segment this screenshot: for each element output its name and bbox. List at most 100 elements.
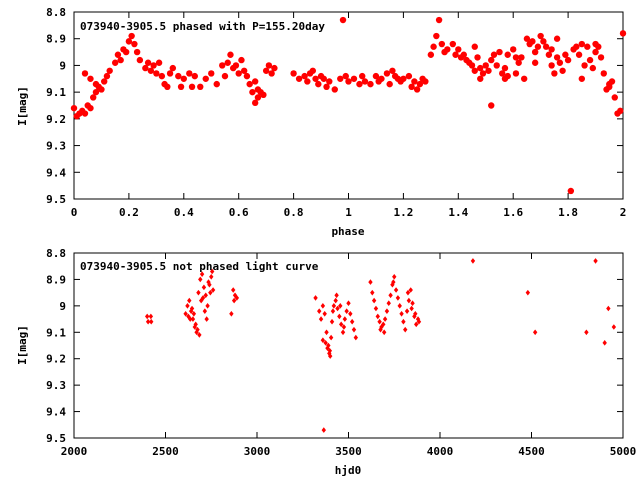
data-point (254, 94, 262, 101)
data-point (331, 86, 338, 93)
data-point (206, 279, 211, 285)
data-point (317, 308, 322, 314)
data-point (537, 32, 544, 40)
chart-title: 073940-3905.5 not phased light curve (80, 260, 319, 273)
data-point (335, 305, 340, 312)
data-point (573, 43, 580, 50)
data-point (381, 329, 387, 336)
data-point (334, 292, 339, 299)
data-point (584, 43, 591, 50)
x-tick-label: 1.8 (558, 206, 578, 219)
data-point (187, 297, 192, 304)
data-point (520, 75, 528, 82)
data-point (325, 345, 330, 351)
x-tick-label: 0 (71, 206, 78, 219)
data-point (413, 310, 418, 317)
data-point (323, 340, 328, 346)
data-point (471, 43, 478, 50)
data-point (399, 310, 404, 317)
y-tick-label: 8.8 (46, 6, 66, 19)
data-point (304, 78, 311, 85)
data-point (410, 300, 415, 307)
data-point (197, 332, 202, 338)
data-point (81, 70, 89, 77)
data-point (301, 72, 308, 80)
data-point (243, 72, 251, 80)
x-tick-label: 1 (345, 206, 352, 219)
data-point (401, 318, 406, 325)
data-point (191, 72, 198, 80)
data-point (190, 316, 196, 322)
data-point (234, 295, 240, 301)
x-tick-label: 2000 (61, 445, 88, 458)
x-tick-label: 1.6 (503, 206, 523, 219)
data-point (553, 54, 561, 61)
data-point (318, 316, 324, 322)
data-point (381, 321, 386, 328)
data-point (373, 305, 379, 312)
data-point (330, 308, 336, 314)
data-point (427, 51, 435, 58)
x-tick-label: 2500 (152, 445, 179, 458)
data-point (166, 70, 174, 77)
data-point (205, 303, 210, 309)
data-point (359, 72, 366, 80)
data-point (87, 104, 94, 112)
data-point (321, 427, 326, 433)
data-point (470, 258, 476, 264)
data-point (542, 43, 550, 50)
data-point (372, 72, 380, 80)
data-point (338, 303, 343, 309)
data-point (556, 59, 564, 66)
data-point (344, 308, 349, 314)
data-point (249, 88, 256, 96)
data-point (231, 297, 237, 304)
data-point (529, 38, 536, 45)
data-point (578, 75, 586, 82)
data-point (145, 313, 150, 320)
data-point (315, 80, 322, 88)
data-point (416, 80, 424, 88)
x-tick-label: 4000 (427, 445, 454, 458)
data-point (353, 334, 359, 341)
data-point (377, 318, 382, 325)
data-point (388, 292, 393, 299)
data-point (131, 40, 138, 48)
x-tick-label: 0.6 (229, 206, 249, 219)
data-point (232, 62, 240, 69)
data-point (501, 75, 509, 82)
data-points (145, 258, 617, 433)
data-point (559, 67, 566, 74)
data-point (117, 56, 124, 64)
y-tick-label: 9 (59, 59, 66, 72)
data-point (199, 271, 205, 277)
data-point (164, 83, 171, 91)
data-point (195, 326, 200, 333)
data-point (405, 72, 413, 80)
data-point (309, 67, 317, 74)
data-point (328, 334, 334, 341)
data-point (262, 67, 270, 74)
data-point (175, 72, 182, 80)
data-point (553, 35, 561, 42)
data-point (386, 80, 393, 88)
y-tick-label: 8.8 (46, 247, 66, 260)
x-tick-label: 0.4 (174, 206, 194, 219)
data-point (602, 340, 607, 346)
data-point (515, 59, 522, 66)
data-point (600, 70, 607, 77)
data-point (430, 43, 437, 50)
data-point (221, 72, 229, 80)
data-point (578, 40, 586, 48)
data-point (92, 88, 100, 96)
data-point (111, 59, 119, 66)
data-point (611, 94, 618, 101)
y-tick-label: 9.5 (46, 193, 66, 206)
data-point (128, 32, 135, 40)
data-point (312, 75, 319, 82)
data-point (114, 51, 122, 58)
data-point (189, 305, 195, 312)
y-axis-label: I[mag] (16, 86, 29, 126)
data-point (204, 316, 209, 322)
